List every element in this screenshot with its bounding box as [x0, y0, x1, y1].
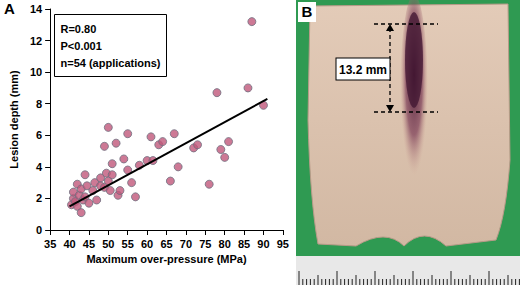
svg-text:10: 10 [30, 66, 42, 78]
svg-text:75: 75 [199, 238, 211, 250]
svg-text:n=54 (applications): n=54 (applications) [61, 57, 161, 69]
svg-text:12: 12 [30, 35, 42, 47]
svg-text:55: 55 [122, 238, 134, 250]
svg-text:95: 95 [277, 238, 289, 250]
svg-text:6: 6 [36, 129, 42, 141]
svg-text:13.2 mm: 13.2 mm [339, 63, 387, 77]
html-text:A: A [4, 0, 15, 17]
svg-text:2: 2 [36, 192, 42, 204]
svg-text:85: 85 [238, 238, 250, 250]
svg-text:50: 50 [102, 238, 114, 250]
svg-text:0: 0 [36, 224, 42, 236]
svg-text:R=0.80: R=0.80 [61, 23, 97, 35]
svg-text:45: 45 [83, 238, 95, 250]
svg-text:65: 65 [160, 238, 172, 250]
svg-text:P<0.001: P<0.001 [61, 40, 102, 52]
svg-text:B: B [302, 3, 313, 20]
svg-text:35: 35 [44, 238, 56, 250]
svg-text:4: 4 [36, 161, 43, 173]
svg-text:40: 40 [63, 238, 75, 250]
svg-text:70: 70 [180, 238, 192, 250]
svg-text:8: 8 [36, 98, 42, 110]
svg-text:Maximum over-pressure (MPa): Maximum over-pressure (MPa) [86, 253, 246, 265]
svg-text:90: 90 [257, 238, 269, 250]
svg-text:60: 60 [141, 238, 153, 250]
svg-text:80: 80 [219, 238, 231, 250]
svg-text:14: 14 [30, 3, 43, 15]
svg-text:Lesion depth (mm): Lesion depth (mm) [8, 70, 20, 169]
